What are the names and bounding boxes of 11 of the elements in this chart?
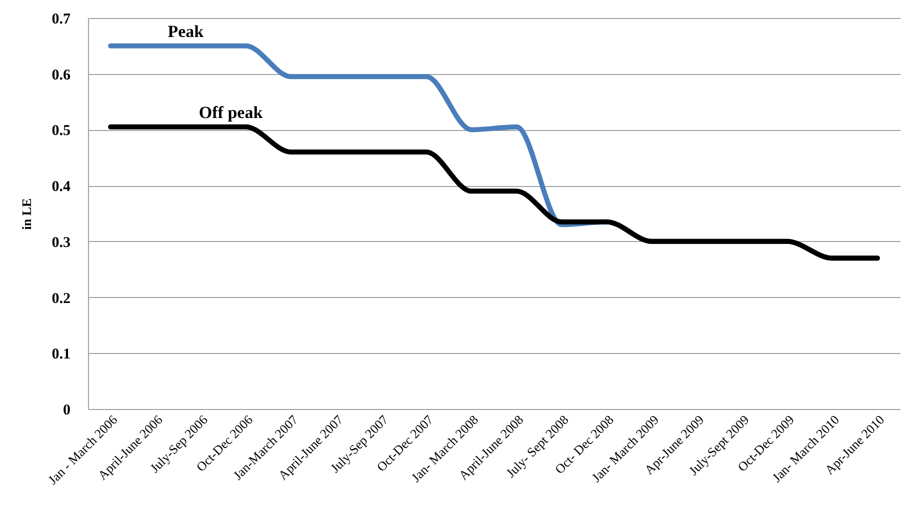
y-tick-label: 0.5 bbox=[52, 123, 70, 140]
y-tick-label: 0 bbox=[63, 402, 70, 418]
series-label: Peak bbox=[168, 22, 204, 41]
y-tick-label: 0.4 bbox=[52, 179, 71, 196]
y-tick-label: 0.3 bbox=[52, 234, 70, 251]
y-axis-title: in LE bbox=[18, 198, 34, 230]
y-tick-label: 0.7 bbox=[52, 12, 71, 28]
y-tick-label: 0.6 bbox=[52, 67, 71, 84]
series-label: Off peak bbox=[198, 102, 264, 122]
y-tick-label: 0.2 bbox=[52, 290, 70, 307]
y-tick-label: 0.1 bbox=[52, 346, 70, 363]
